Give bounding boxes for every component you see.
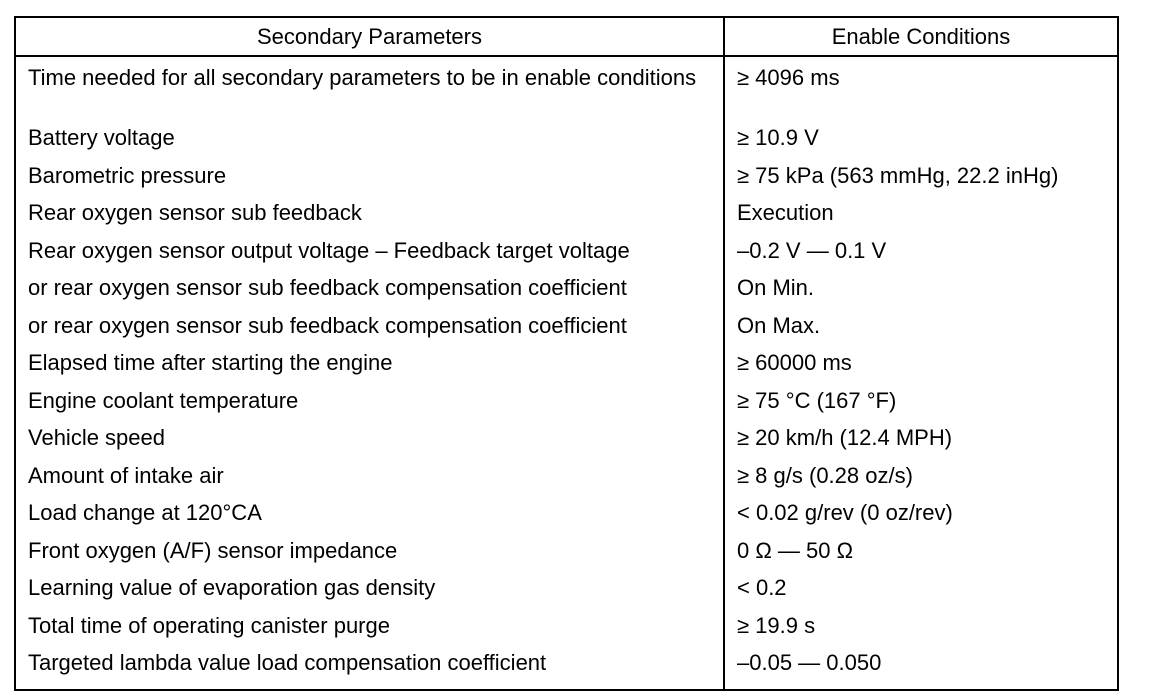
condition-cell: 0 Ω — 50 Ω — [737, 537, 854, 563]
parameter-cell: Battery voltage — [15, 123, 725, 161]
table-row: Total time of operating canister purge ≥… — [15, 610, 1118, 648]
table-row: or rear oxygen sensor sub feedback compe… — [15, 273, 1118, 311]
parameter-cell: Elapsed time after starting the engine — [15, 348, 725, 386]
parameter-cell: Load change at 120°CA — [15, 498, 725, 536]
condition-cell: < 0.02 g/rev (0 oz/rev) — [737, 500, 953, 525]
table-row: Front oxygen (A/F) sensor impedance 0 Ω … — [15, 535, 1118, 573]
parameter-cell: Front oxygen (A/F) sensor impedance — [15, 535, 725, 573]
parameter-cell: Engine coolant temperature — [15, 385, 725, 423]
condition-cell: Execution — [737, 200, 834, 225]
table-row: Rear oxygen sensor output voltage – Feed… — [15, 235, 1118, 273]
parameter-cell: Targeted lambda value load compensation … — [15, 648, 725, 690]
condition-cell: –0.2 V — 0.1 V — [737, 237, 887, 263]
condition-cell: On Min. — [737, 275, 815, 300]
condition-cell: ≥ 10.9 V — [737, 125, 819, 150]
parameter-cell: Rear oxygen sensor sub feedback — [15, 198, 725, 236]
table-row: Load change at 120°CA < 0.02 g/rev (0 oz… — [15, 498, 1118, 536]
table-row: Targeted lambda value load compensation … — [15, 648, 1118, 690]
parameter-cell: or rear oxygen sensor sub feedback compe… — [15, 273, 725, 311]
enable-conditions-table: Secondary Parameters Enable Conditions T… — [14, 16, 1119, 691]
table-row: Learning value of evaporation gas densit… — [15, 573, 1118, 611]
table-row: Rear oxygen sensor sub feedback Executio… — [15, 198, 1118, 236]
condition-cell: ≥ 19.9 s — [737, 612, 816, 638]
condition-cell: < 0.2 — [737, 575, 787, 600]
condition-cell: ≥ 4096 ms — [737, 65, 840, 90]
table-row: Barometric pressure ≥ 75 kPa (563 mmHg, … — [15, 160, 1118, 198]
parameter-cell: or rear oxygen sensor sub feedback compe… — [15, 310, 725, 348]
condition-cell: ≥ 75 °C (167 °F) — [737, 387, 897, 413]
condition-cell: On Max. — [737, 312, 821, 338]
parameter-cell: Learning value of evaporation gas densit… — [15, 573, 725, 611]
parameter-cell: Time needed for all secondary parameters… — [15, 56, 725, 123]
header-enable-conditions: Enable Conditions — [724, 17, 1118, 57]
table-row: Elapsed time after starting the engine ≥… — [15, 348, 1118, 386]
parameter-cell: Barometric pressure — [15, 160, 725, 198]
table-row: Battery voltage ≥ 10.9 V — [15, 123, 1118, 161]
condition-cell: ≥ 8 g/s (0.28 oz/s) — [737, 462, 913, 488]
table-row: Amount of intake air ≥ 8 g/s (0.28 oz/s) — [15, 460, 1118, 498]
table-header-row: Secondary Parameters Enable Conditions — [15, 17, 1118, 57]
parameter-cell: Amount of intake air — [15, 460, 725, 498]
table-row: Time needed for all secondary parameters… — [15, 56, 1118, 123]
table-row: or rear oxygen sensor sub feedback compe… — [15, 310, 1118, 348]
condition-cell: ≥ 60000 ms — [737, 350, 852, 375]
header-secondary-parameters: Secondary Parameters — [15, 17, 725, 57]
condition-cell: ≥ 20 km/h (12.4 MPH) — [737, 425, 953, 450]
table-row: Vehicle speed ≥ 20 km/h (12.4 MPH) — [15, 423, 1118, 461]
table-row: Engine coolant temperature ≥ 75 °C (167 … — [15, 385, 1118, 423]
condition-cell: –0.05 — 0.050 — [737, 650, 882, 675]
condition-cell: ≥ 75 kPa (563 mmHg, 22.2 inHg) — [737, 162, 1059, 188]
parameter-cell: Total time of operating canister purge — [15, 610, 725, 648]
parameter-cell: Vehicle speed — [15, 423, 725, 461]
parameter-cell: Rear oxygen sensor output voltage – Feed… — [15, 235, 725, 273]
